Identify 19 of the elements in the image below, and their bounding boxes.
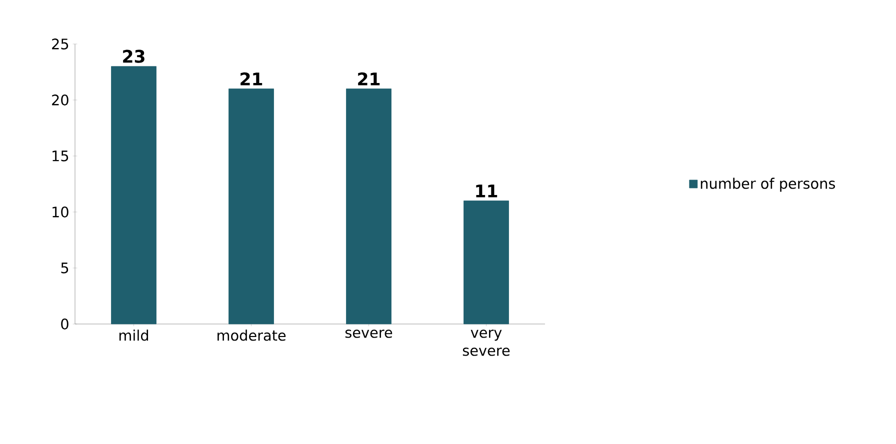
y-tick-label: 10 <box>52 206 68 218</box>
y-tick-label: 25 <box>52 38 68 50</box>
y-tick-label: 20 <box>52 94 68 106</box>
data-label: 21 <box>358 72 380 86</box>
legend-label: number of persons <box>700 178 835 192</box>
data-label: 23 <box>123 50 144 63</box>
data-label: 21 <box>240 72 262 86</box>
bar <box>228 88 274 324</box>
x-tick-label: severe <box>345 330 392 338</box>
data-label: 11 <box>476 184 498 198</box>
bar <box>346 88 392 324</box>
x-tick-label: very severe <box>462 330 510 356</box>
x-tick-label: moderate <box>218 330 286 341</box>
bar <box>111 66 156 324</box>
bar <box>464 200 509 324</box>
y-tick-label: 15 <box>52 150 68 162</box>
y-tick-label: 5 <box>61 262 68 274</box>
x-tick-label: mild <box>119 330 148 341</box>
y-tick-label: 0 <box>61 318 68 330</box>
